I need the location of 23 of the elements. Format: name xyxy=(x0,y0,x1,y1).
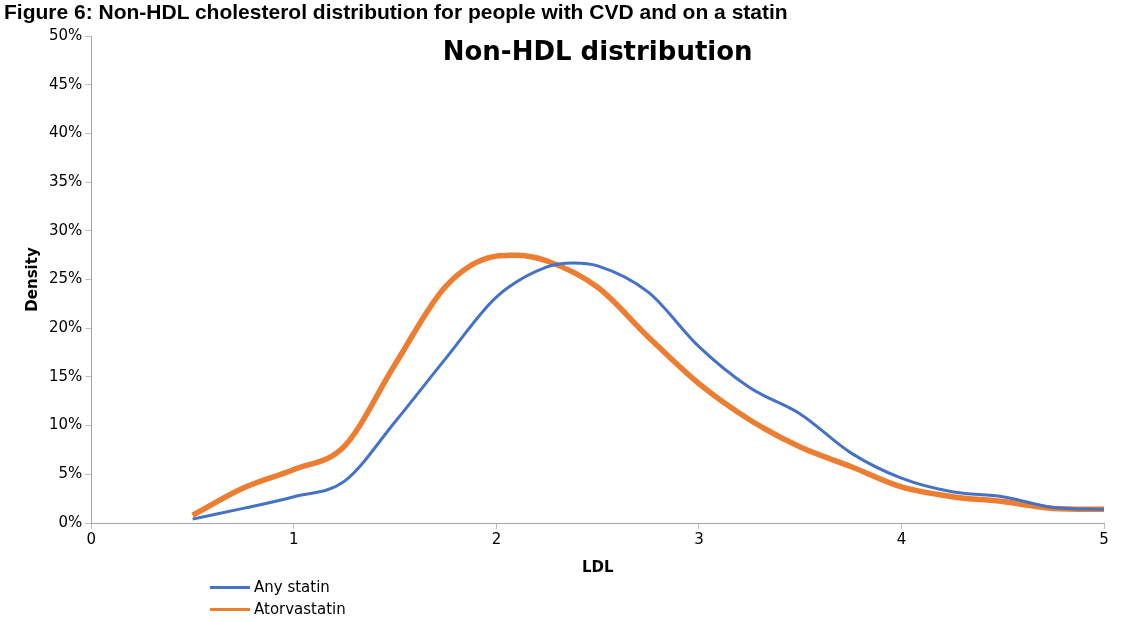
legend-label: Any statin xyxy=(254,578,330,596)
x-tick-label: 2 xyxy=(491,530,502,549)
caption: Figure 6: Non-HDL cholesterol distribution for people with CVD and on a statin xyxy=(3,0,789,24)
y-tick-label: 35% xyxy=(49,171,83,190)
y-tick-label: 45% xyxy=(49,74,83,93)
y-tick-label: 20% xyxy=(49,318,83,337)
x-tick-label: 0 xyxy=(86,530,97,549)
y-tick-label: 30% xyxy=(49,220,83,239)
y-axis-title: Density xyxy=(22,247,41,312)
y-tick-label: 5% xyxy=(58,464,83,483)
y-tick-label: 25% xyxy=(49,269,83,288)
x-axis-title: LDL xyxy=(581,557,614,576)
y-tick-label: 15% xyxy=(49,366,83,385)
legend-label: Atorvastatin xyxy=(254,600,346,618)
x-tick-label: 3 xyxy=(694,530,704,549)
x-tick-label: 4 xyxy=(896,530,907,549)
y-tick-label: 40% xyxy=(49,123,83,142)
x-tick-label: 1 xyxy=(289,530,299,549)
x-tick-label: 5 xyxy=(1099,530,1109,549)
y-tick-label: 0% xyxy=(58,512,83,531)
y-tick-label: 50% xyxy=(49,25,83,44)
chart-title: Non-HDL distribution xyxy=(442,35,753,66)
y-tick-label: 10% xyxy=(49,415,83,434)
